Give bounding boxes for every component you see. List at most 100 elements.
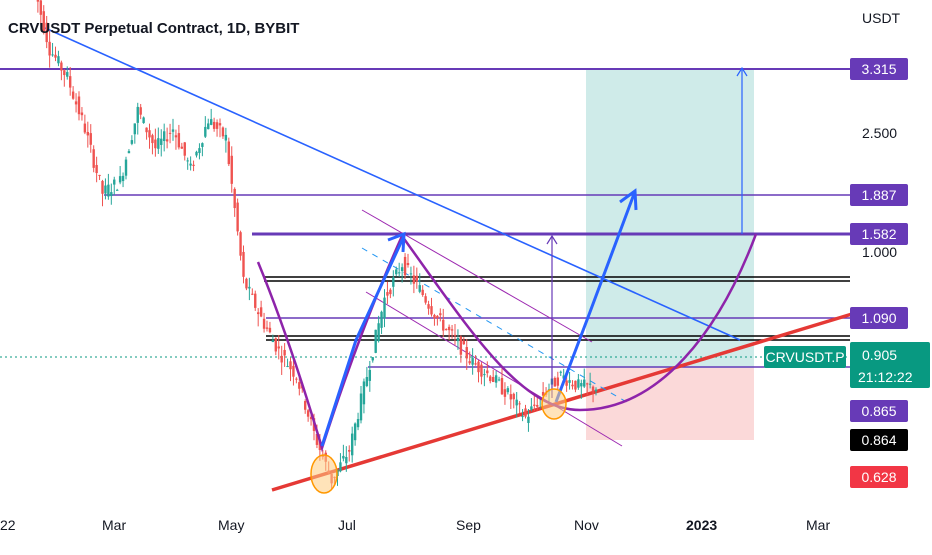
- candle-body: [553, 377, 557, 387]
- candle-body: [500, 378, 504, 395]
- candle-body: [309, 416, 313, 420]
- candle-body: [148, 130, 151, 138]
- candle-body: [280, 355, 283, 363]
- candle-body: [86, 131, 90, 136]
- candle-body: [350, 433, 354, 456]
- candle-body: [268, 327, 272, 333]
- candle-body: [130, 140, 134, 144]
- candle-body: [98, 174, 101, 176]
- candle-body: [497, 379, 501, 381]
- candle-body: [39, 0, 43, 15]
- candle-body: [262, 318, 266, 329]
- candle-body: [465, 347, 468, 359]
- candle-body: [421, 289, 424, 295]
- candle-body: [233, 188, 236, 209]
- candle-body: [54, 54, 57, 58]
- candle-body: [480, 364, 483, 377]
- candle-body: [221, 127, 225, 137]
- candle-body: [453, 334, 457, 336]
- candle-body: [392, 277, 395, 287]
- candle-body: [92, 149, 95, 168]
- candle-body: [77, 96, 81, 115]
- x-tick-may: May: [218, 517, 244, 533]
- candle-body: [127, 151, 131, 154]
- candle-body: [565, 380, 568, 386]
- x-tick-jul: Jul: [338, 517, 356, 533]
- candle-body: [577, 379, 580, 388]
- candle-body: [503, 389, 507, 397]
- candle-body: [157, 138, 160, 149]
- candle-body: [42, 11, 45, 32]
- candle-body: [239, 232, 242, 256]
- candle-body: [483, 374, 486, 376]
- candle-body: [71, 91, 75, 99]
- candle-body: [292, 365, 295, 377]
- target-profit-zone: [586, 70, 754, 368]
- candle-body: [189, 163, 192, 166]
- candle-body: [207, 123, 210, 130]
- candle-body: [524, 408, 527, 417]
- candle-body: [562, 375, 565, 379]
- candle-body: [118, 176, 122, 183]
- candle-body: [295, 378, 298, 380]
- candle-body: [186, 160, 189, 162]
- price-badge-0865: 0.865: [850, 400, 908, 422]
- candle-body: [436, 315, 439, 319]
- price-badge-1090: 1.090: [850, 307, 908, 329]
- candle-body: [345, 457, 348, 464]
- candle-body: [489, 376, 492, 382]
- candle-body: [286, 366, 289, 368]
- candle-body: [271, 340, 275, 343]
- candle-body: [265, 327, 269, 329]
- x-tick-2023: 2023: [686, 517, 717, 533]
- candle-body: [139, 107, 142, 115]
- svg-text:1.582: 1.582: [861, 226, 896, 242]
- candle-body: [377, 323, 380, 342]
- candle-body: [512, 393, 515, 400]
- candle-body: [533, 404, 536, 406]
- candle-body: [518, 403, 521, 405]
- candle-body: [192, 164, 195, 166]
- price-unit-label: USDT: [862, 10, 901, 26]
- candle-body: [521, 416, 524, 418]
- candle-body: [57, 56, 60, 64]
- symbol-badge: CRVUSDT.P: [764, 346, 846, 368]
- channel-mid-dashed: [361, 247, 631, 405]
- candle-body: [113, 179, 116, 185]
- candle-body: [574, 380, 577, 390]
- candle-body: [107, 184, 110, 197]
- candle-body: [254, 293, 257, 308]
- measure-arrow-head-2: [736, 66, 748, 77]
- candle-body: [395, 269, 398, 275]
- candle-body: [541, 391, 545, 396]
- candle-body: [145, 127, 148, 133]
- candle-body: [154, 139, 157, 149]
- candle-body: [409, 273, 413, 275]
- candle-body: [397, 272, 401, 274]
- candle-body: [403, 256, 407, 276]
- svg-text:1.090: 1.090: [861, 310, 896, 326]
- svg-text:3.315: 3.315: [861, 61, 896, 77]
- rounding-bottom-curve: [400, 233, 758, 412]
- candle-body: [515, 399, 518, 406]
- candle-body: [259, 307, 263, 317]
- candle-body: [386, 292, 389, 296]
- candle-body: [462, 340, 466, 345]
- channel-upper: [361, 209, 593, 343]
- candle-body: [471, 357, 474, 365]
- price-badge-0628: 0.628: [850, 466, 908, 488]
- candle-body: [95, 164, 98, 174]
- candle-body: [477, 361, 480, 373]
- price-badge-0864: 0.864: [850, 429, 908, 451]
- candle-body: [415, 275, 419, 282]
- candle-body: [195, 151, 198, 156]
- candle-body: [104, 185, 107, 194]
- candle-body: [165, 139, 169, 142]
- candle-body: [339, 462, 342, 472]
- x-tick-mar-2023: Mar: [806, 517, 830, 533]
- candle-body: [430, 306, 433, 315]
- candle-body: [251, 293, 254, 295]
- candle-body: [456, 337, 460, 342]
